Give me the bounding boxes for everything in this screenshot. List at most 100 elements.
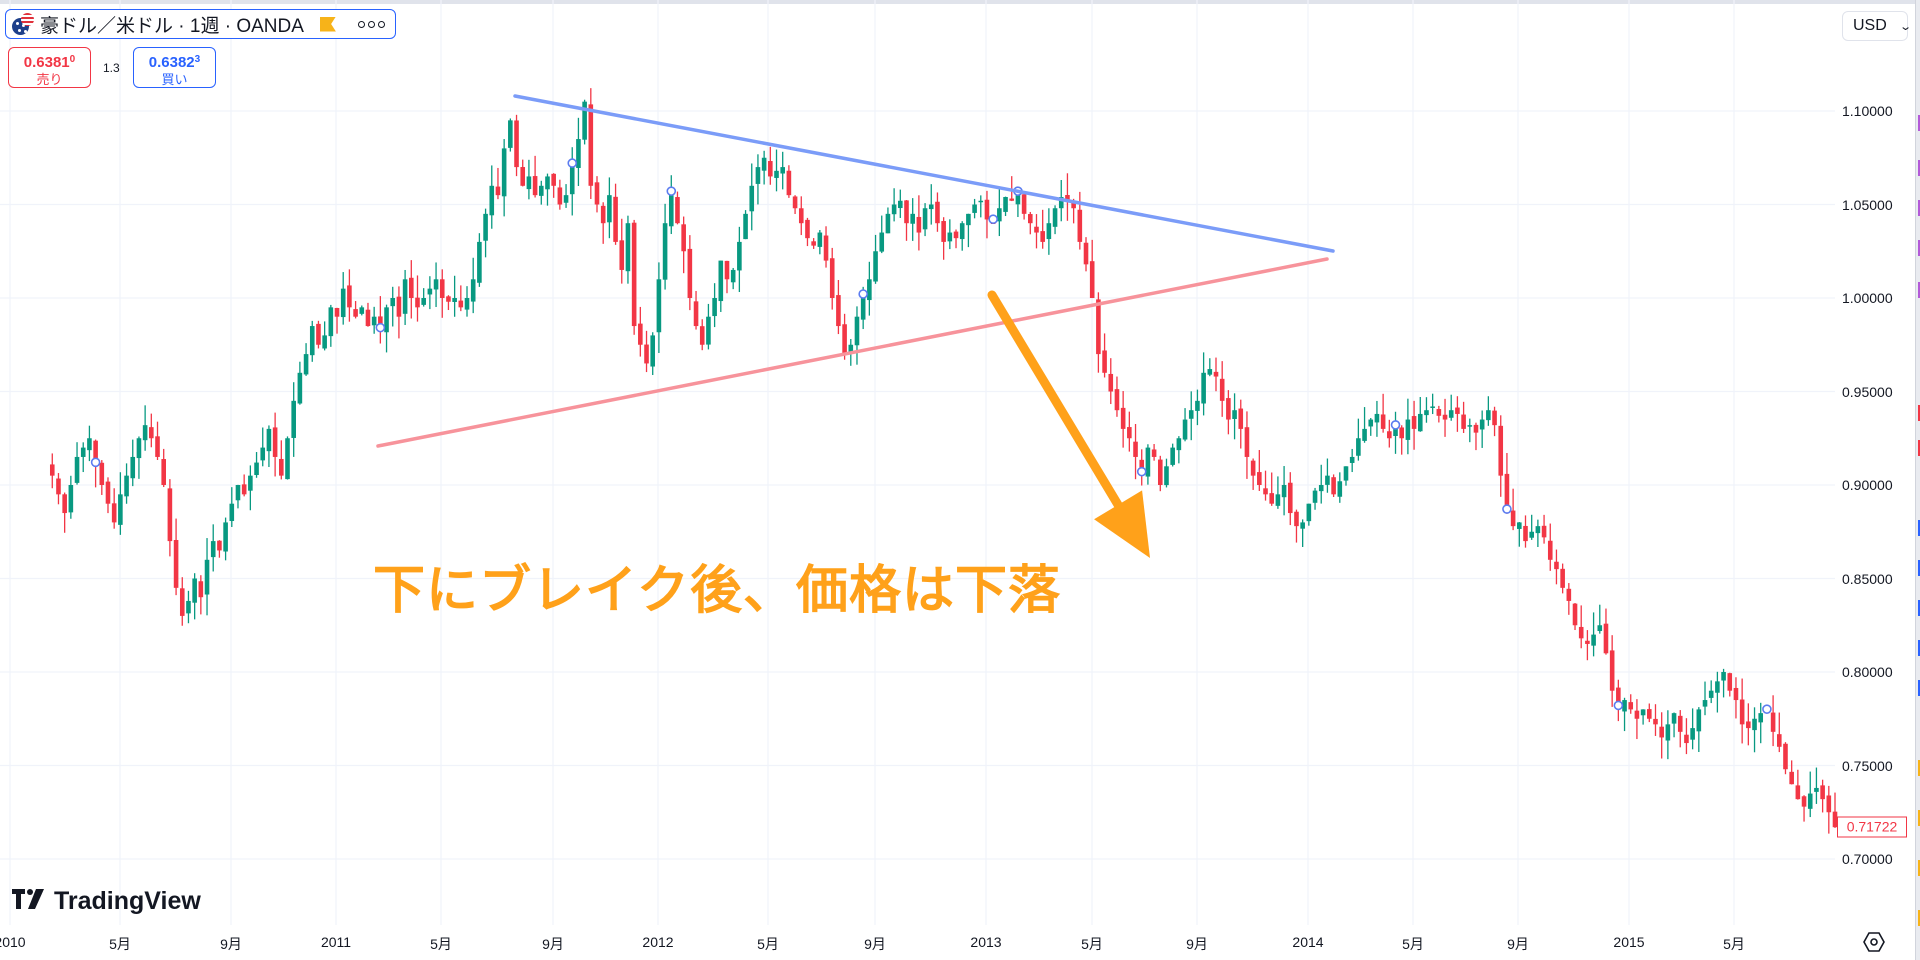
candle-up (1318, 485, 1324, 492)
candle-down (1442, 414, 1448, 420)
candle-down (396, 296, 402, 317)
candle-down (768, 161, 773, 177)
candle-up (192, 578, 197, 603)
candle-up (891, 204, 897, 215)
annotation-text[interactable]: 下にブレイク後、価格は下落 (373, 561, 1061, 621)
candle-down (1219, 378, 1225, 401)
price-tick-label: 1.05000 (1842, 196, 1893, 213)
candle-up (433, 279, 439, 290)
more-horizontal-icon[interactable] (357, 20, 385, 28)
sell-button[interactable]: 0.63810 売り (8, 47, 91, 88)
candle-up (340, 288, 346, 318)
candle-down (551, 173, 556, 186)
candle-up (966, 213, 971, 226)
time-tick-label: 9月 (864, 936, 886, 952)
candle-up (68, 485, 74, 513)
candle-up (483, 213, 488, 241)
candle-down (149, 427, 154, 439)
candle-up (576, 139, 581, 168)
candle-up (1362, 428, 1367, 441)
candle-up (1356, 438, 1361, 456)
candle-down (638, 323, 643, 345)
candle-up (538, 185, 544, 196)
candle-down (409, 277, 414, 298)
candle-up (1182, 419, 1188, 440)
candle-up (210, 541, 216, 558)
chart-pane[interactable] (0, 4, 1915, 960)
candle-up (737, 241, 742, 271)
candle-down (1157, 459, 1163, 485)
candle-up (928, 204, 934, 210)
candle-up (761, 157, 767, 171)
candle-down (935, 201, 940, 224)
candle-up (248, 475, 253, 491)
candle-down (1603, 623, 1609, 654)
candle-up (204, 559, 210, 595)
candle-down (62, 494, 67, 514)
symbol-legend[interactable]: 豪ドル／米ドル · 1週 · OANDA (5, 9, 396, 39)
candle-up (136, 438, 142, 459)
currency-select[interactable]: USD ⌄ (1842, 11, 1912, 41)
candle-down (1387, 431, 1392, 439)
candle-up (1195, 400, 1200, 411)
candle-down (1492, 410, 1497, 426)
candle-down (699, 326, 705, 345)
candle-up (130, 456, 136, 479)
candle-up (235, 485, 241, 501)
candle-down (687, 248, 693, 298)
price-tick-label: 0.85000 (1842, 570, 1893, 587)
time-tick-label: 9月 (1507, 936, 1529, 952)
candle-down (439, 279, 445, 298)
price-tick-label: 0.75000 (1842, 757, 1893, 774)
candle-up (254, 462, 259, 475)
candle-up (848, 344, 854, 352)
candle-up (885, 213, 891, 234)
candle-down (1578, 626, 1584, 639)
last-price-label: 0.71722 (1837, 816, 1907, 838)
candle-down (1653, 718, 1658, 725)
candle-up (1046, 223, 1052, 240)
candle-up (1145, 447, 1151, 477)
right-toolbar-strip[interactable] (1915, 0, 1920, 960)
candle-down (594, 182, 600, 205)
time-tick-label: 5月 (430, 936, 452, 952)
buy-price-pip: 3 (194, 54, 201, 65)
top-border (0, 0, 1920, 4)
lower-support-trendline (376, 257, 1329, 448)
candle-up (1164, 466, 1169, 486)
candle-up (390, 298, 396, 307)
time-tick-label: 2012 (642, 934, 674, 950)
time-tick-label: 2015 (1613, 934, 1645, 950)
candle-up (470, 279, 476, 302)
candle-up (1207, 369, 1213, 375)
candle-up (322, 335, 327, 349)
price-tick-label: 1.00000 (1842, 290, 1893, 306)
candle-up (1052, 208, 1058, 227)
flag-icon[interactable] (319, 16, 336, 32)
event-marker-icon (567, 158, 578, 168)
candle-down (681, 224, 686, 252)
candle-up (1368, 419, 1374, 427)
candle-up (730, 269, 736, 283)
candle-up (1424, 410, 1429, 416)
candle-down (1213, 371, 1219, 377)
candle-down (458, 300, 464, 308)
event-marker-icon (858, 289, 868, 299)
candle-up (427, 288, 433, 295)
candle-up (743, 213, 748, 240)
price-tick-label: 0.90000 (1842, 477, 1893, 493)
tradingview-logo[interactable]: TradingView (12, 886, 201, 916)
gear-icon[interactable] (1862, 930, 1886, 954)
candle-up (501, 148, 507, 197)
candle-up (625, 223, 631, 272)
time-tick-label: 2014 (1292, 934, 1324, 950)
tradingview-logo-icon (12, 886, 46, 916)
price-tick-label: 0.70000 (1842, 851, 1893, 867)
candle-up (1814, 787, 1819, 792)
candle-down (1065, 194, 1070, 201)
sell-label: 売り (36, 72, 63, 87)
candle-up (1003, 197, 1008, 212)
buy-button[interactable]: 0.63823 買い (133, 47, 216, 88)
candle-down (1021, 194, 1027, 214)
